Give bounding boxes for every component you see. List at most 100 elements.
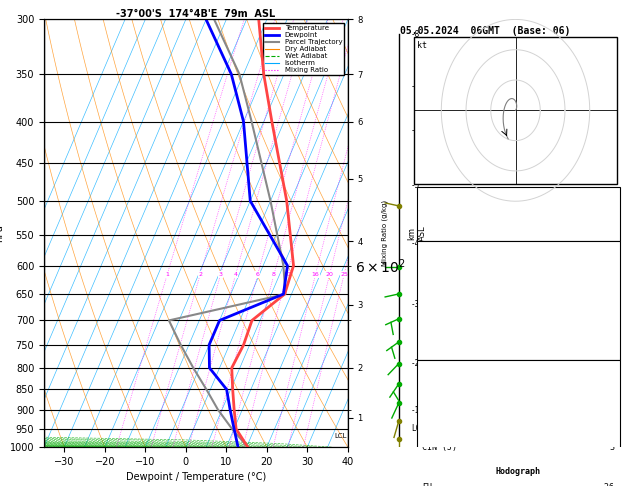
Text: 12.9: 12.9 xyxy=(594,276,615,285)
Text: © weatheronline.co.uk: © weatheronline.co.uk xyxy=(470,434,567,444)
Text: Dewp (°C): Dewp (°C) xyxy=(422,276,467,285)
Text: 313: 313 xyxy=(599,395,615,403)
Text: 1: 1 xyxy=(610,308,615,317)
Text: Lifted Index: Lifted Index xyxy=(422,308,482,317)
Text: PW (cm): PW (cm) xyxy=(422,222,457,231)
Dewpoint xyxy=(205,342,213,348)
Text: 3: 3 xyxy=(219,272,223,277)
Text: 4: 4 xyxy=(234,272,238,277)
Text: -26: -26 xyxy=(599,483,615,486)
Parcel Trajectory xyxy=(236,71,243,77)
Temperature xyxy=(240,342,247,348)
Line: Parcel Trajectory: Parcel Trajectory xyxy=(169,19,286,447)
Temperature xyxy=(268,119,276,124)
Dewpoint xyxy=(203,17,210,22)
Parcel Trajectory xyxy=(189,365,197,371)
Dewpoint xyxy=(247,198,254,204)
Bar xyxy=(416,465,620,486)
Y-axis label: hPa: hPa xyxy=(0,225,4,242)
Text: Most Unstable: Most Unstable xyxy=(486,362,551,371)
Text: 48: 48 xyxy=(604,206,615,214)
Text: 1010: 1010 xyxy=(594,378,615,387)
Text: 138: 138 xyxy=(599,324,615,333)
Text: 1: 1 xyxy=(165,272,169,277)
Text: -5: -5 xyxy=(411,181,420,190)
Text: LCL: LCL xyxy=(411,424,425,433)
Parcel Trajectory xyxy=(210,17,218,22)
Text: CIN (J): CIN (J) xyxy=(422,443,457,452)
Text: -2: -2 xyxy=(411,359,420,368)
Title: -37°00'S  174°4B'E  79m  ASL: -37°00'S 174°4B'E 79m ASL xyxy=(116,9,276,18)
Temperature xyxy=(260,71,267,77)
Text: 20: 20 xyxy=(326,272,333,277)
Temperature xyxy=(255,17,262,22)
Parcel Trajectory xyxy=(248,119,255,124)
Text: 05.05.2024  06GMT  (Base: 06): 05.05.2024 06GMT (Base: 06) xyxy=(400,26,571,36)
Bar xyxy=(416,241,620,360)
Text: CIN (J): CIN (J) xyxy=(422,341,457,349)
Temperature xyxy=(232,426,240,432)
Text: -1: -1 xyxy=(411,406,420,415)
Dewpoint xyxy=(226,407,234,413)
Text: 2.3: 2.3 xyxy=(599,222,615,231)
Text: CAPE (J): CAPE (J) xyxy=(422,324,462,333)
X-axis label: Dewpoint / Temperature (°C): Dewpoint / Temperature (°C) xyxy=(126,472,266,483)
Line: Dewpoint: Dewpoint xyxy=(206,19,287,447)
Temperature xyxy=(281,291,289,297)
Text: Surface: Surface xyxy=(501,243,536,252)
Dewpoint xyxy=(206,365,213,371)
Dewpoint xyxy=(280,291,287,297)
Text: -3: -3 xyxy=(411,300,420,309)
Parcel Trajectory xyxy=(203,386,210,392)
Text: 3: 3 xyxy=(610,341,615,349)
Text: -7: -7 xyxy=(411,82,420,91)
Text: 10: 10 xyxy=(283,272,291,277)
Dewpoint xyxy=(234,444,242,450)
Text: LCL: LCL xyxy=(334,434,347,439)
Parcel Trajectory xyxy=(177,342,184,348)
Y-axis label: km
ASL: km ASL xyxy=(408,226,427,241)
Text: kt: kt xyxy=(416,41,426,50)
Parcel Trajectory xyxy=(228,426,236,432)
Text: 15.3: 15.3 xyxy=(594,260,615,268)
Text: θₑ(K): θₑ(K) xyxy=(422,292,447,301)
Text: 2: 2 xyxy=(198,272,203,277)
Text: 8: 8 xyxy=(272,272,276,277)
Text: 138: 138 xyxy=(599,427,615,436)
Text: -4: -4 xyxy=(411,240,420,248)
Bar xyxy=(414,36,617,184)
Text: Mixing Ratio (g/kg): Mixing Ratio (g/kg) xyxy=(381,200,387,266)
Text: Totals Totals: Totals Totals xyxy=(422,206,487,214)
Dewpoint xyxy=(228,71,235,77)
Text: 3: 3 xyxy=(610,443,615,452)
Dewpoint xyxy=(223,386,230,392)
Text: 25: 25 xyxy=(340,272,348,277)
Temperature xyxy=(228,365,235,371)
Dewpoint xyxy=(230,426,238,432)
Text: 1: 1 xyxy=(610,411,615,420)
Temperature xyxy=(290,263,298,269)
Text: 313: 313 xyxy=(599,292,615,301)
Parcel Trajectory xyxy=(244,444,252,450)
Text: 6: 6 xyxy=(256,272,260,277)
Parcel Trajectory xyxy=(165,317,173,323)
Dewpoint xyxy=(284,263,291,269)
Legend: Temperature, Dewpoint, Parcel Trajectory, Dry Adiabat, Wet Adiabat, Isotherm, Mi: Temperature, Dewpoint, Parcel Trajectory… xyxy=(263,23,344,75)
Temperature xyxy=(229,386,237,392)
Parcel Trajectory xyxy=(214,407,222,413)
Temperature xyxy=(230,407,238,413)
Line: Temperature: Temperature xyxy=(231,19,294,447)
Temperature xyxy=(248,317,256,323)
Text: -6: -6 xyxy=(411,126,420,136)
Text: CAPE (J): CAPE (J) xyxy=(422,427,462,436)
Bar xyxy=(416,360,620,465)
Text: EH: EH xyxy=(422,483,432,486)
Parcel Trajectory xyxy=(280,263,287,269)
Text: 16: 16 xyxy=(311,272,320,277)
Temperature xyxy=(283,198,291,204)
Text: Hodograph: Hodograph xyxy=(496,467,541,476)
Text: Temp (°C): Temp (°C) xyxy=(422,260,467,268)
Text: Pressure (mb): Pressure (mb) xyxy=(422,378,487,387)
Text: 28: 28 xyxy=(604,189,615,198)
Parcel Trajectory xyxy=(282,291,289,297)
